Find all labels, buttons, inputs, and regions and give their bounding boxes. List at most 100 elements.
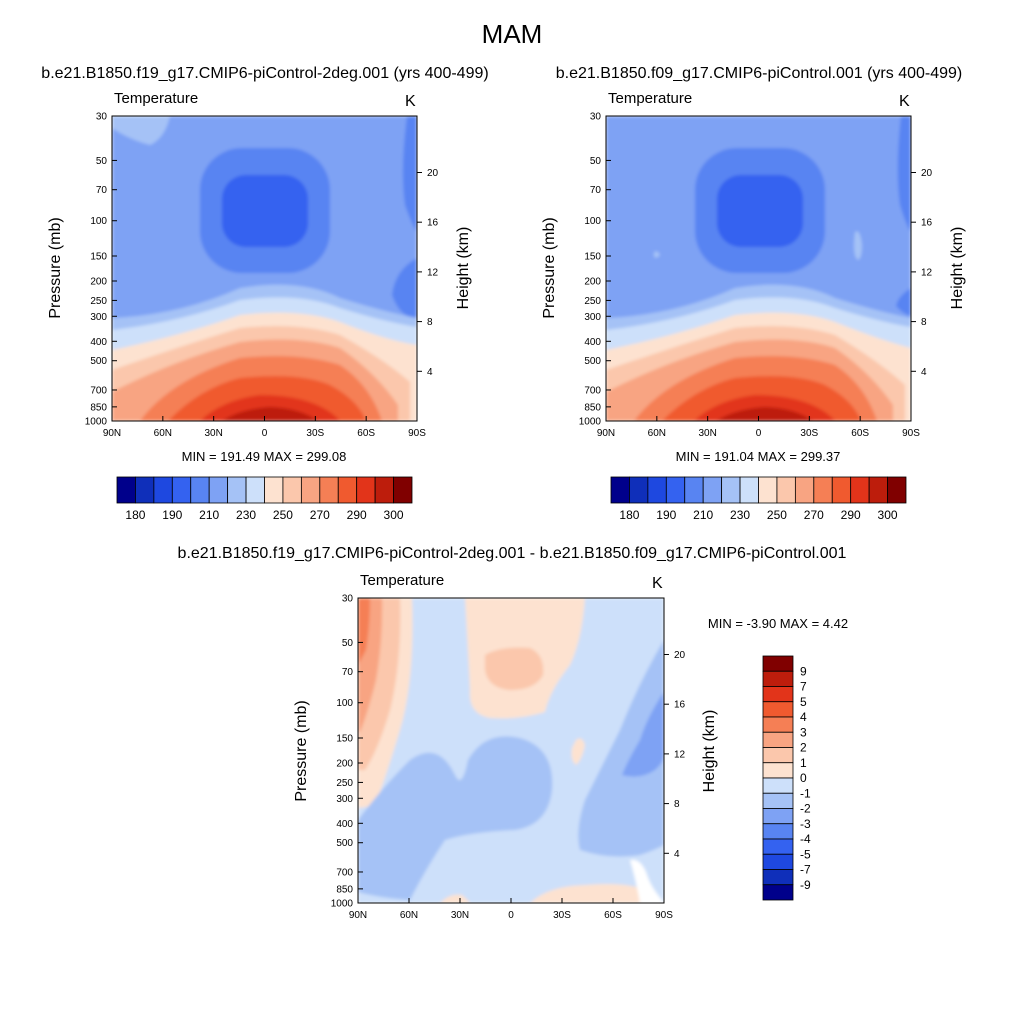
panel-b-colorbar-box <box>813 476 833 504</box>
panel-b-xtick-label: 60S <box>851 428 869 439</box>
panel-c-ytick-label: 250 <box>336 778 353 789</box>
panel-a-variable: Temperature <box>114 90 198 107</box>
panel-b-variable: Temperature <box>608 90 692 107</box>
panel-b-colorbar-box <box>665 476 686 504</box>
panel-a-colorbar-label: 230 <box>236 508 256 522</box>
panel-a-colorbar-label: 250 <box>273 508 293 522</box>
panel-a-ytick-label: 200 <box>90 277 107 288</box>
panel-b-colorbar-box <box>831 476 852 504</box>
panel-a-ytick-label: 400 <box>90 337 107 348</box>
panel-a-ytick-label: 500 <box>90 356 107 367</box>
panel-c-y2label: Height (km) <box>701 710 718 793</box>
panel-b-title: b.e21.B1850.f09_g17.CMIP6-piControl.001 … <box>556 65 962 82</box>
panel-c-y2tick-label: 12 <box>674 749 686 760</box>
panel-b-colorbar-box <box>794 476 815 504</box>
panel-b: b.e21.B1850.f09_g17.CMIP6-piControl.001 … <box>541 65 966 522</box>
panel-b-xtick-label: 60N <box>648 428 666 439</box>
panel-c-ytick-label: 400 <box>336 819 353 830</box>
panel-a-colorbar-box <box>208 476 229 504</box>
panel-b-colorbar-box <box>684 476 704 504</box>
panel-c-colorbar-label: -5 <box>800 847 811 861</box>
panel-c-ytick-label: 200 <box>336 759 353 770</box>
panel-c-colorbar-box <box>762 655 794 672</box>
panel-c-colorbar-box <box>762 670 794 687</box>
panel-a-ytick-label: 300 <box>90 312 107 323</box>
panel-c-y2tick-label: 4 <box>674 849 680 860</box>
panel-c-colorbar-label: 1 <box>800 756 807 770</box>
panel-a-ytick-label: 100 <box>90 216 107 227</box>
panel-b-colorbar-box <box>776 476 796 504</box>
panel-c-colorbar-box <box>762 884 794 901</box>
panel-a-ytick-label: 30 <box>96 112 108 123</box>
panel-a-stats: MIN = 191.49 MAX = 299.08 <box>182 449 347 464</box>
panel-b-y2tick-label: 20 <box>921 168 933 179</box>
panel-a-contour-field <box>112 116 417 421</box>
panel-c-ytick-label: 850 <box>336 884 353 895</box>
panel-b-colorbar-label: 300 <box>878 508 898 522</box>
panel-a-colorbar-box <box>153 476 173 504</box>
panel-c-colorbar-label: -4 <box>800 832 811 846</box>
panel-c-colorbar-label: 2 <box>800 741 807 755</box>
panel-b-ylabel: Pressure (mb) <box>541 217 558 318</box>
panel-a-colorbar-label: 210 <box>199 508 219 522</box>
panel-b-contour-field <box>606 116 911 421</box>
panel-b-xtick-label: 90S <box>902 428 920 439</box>
panel-c-ylabel: Pressure (mb) <box>293 700 310 801</box>
panel-b-colorbar-box <box>758 476 778 504</box>
panel-c-ytick-label: 100 <box>336 698 353 709</box>
panel-c-xtick-label: 60S <box>604 910 622 921</box>
panel-c-colorbar-box <box>762 747 794 764</box>
panel-c-y2tick-label: 8 <box>674 799 680 810</box>
panel-c-colorbar-box <box>762 701 794 718</box>
panel-b-colorbar-box <box>739 476 759 504</box>
panel-b-colorbar-box <box>850 476 870 504</box>
panel-b-ytick-label: 30 <box>590 112 602 123</box>
panel-b-ytick-label: 70 <box>590 185 602 196</box>
panel-b-units: K <box>899 93 910 110</box>
panel-c-colorbar-box <box>762 869 794 886</box>
panel-c-xtick-label: 30N <box>451 910 469 921</box>
panel-b-colorbar-box <box>887 476 907 504</box>
panel-b-ytick-label: 400 <box>584 337 601 348</box>
panel-c-colorbar-label: -3 <box>800 817 811 831</box>
panel-a-xtick-label: 90S <box>408 428 426 439</box>
panel-b-colorbar-box <box>702 476 723 504</box>
panel-c-xtick-label: 0 <box>508 910 514 921</box>
panel-a-ytick-label: 150 <box>90 251 107 262</box>
panel-a-colorbar-label: 290 <box>347 508 367 522</box>
panel-a-y2tick-label: 4 <box>427 367 433 378</box>
panel-c-y2tick-label: 20 <box>674 650 686 661</box>
panel-a-colorbar-label: 180 <box>125 508 145 522</box>
panel-a-y2tick-label: 20 <box>427 168 439 179</box>
panel-b-ytick-label: 250 <box>584 296 601 307</box>
panel-b-y2tick-label: 4 <box>921 367 927 378</box>
panel-c-title: b.e21.B1850.f19_g17.CMIP6-piControl-2deg… <box>178 545 847 562</box>
panel-b-xtick-label: 0 <box>756 428 762 439</box>
panel-b-y2tick-label: 16 <box>921 218 933 229</box>
panel-b-colorbar-box <box>868 476 888 504</box>
panel-c-colorbar-label: 4 <box>800 710 807 724</box>
panel-b-colorbar-label: 250 <box>767 508 787 522</box>
panel-c-colorbar-box <box>762 838 794 855</box>
panel-c-units: K <box>652 575 663 592</box>
panel-c-colorbar-label: 9 <box>800 664 807 678</box>
panel-b-colorbar-box <box>647 476 667 504</box>
panel-b-xtick-label: 90N <box>597 428 615 439</box>
panel-b-colorbar-label: 230 <box>730 508 750 522</box>
panel-c-ytick-label: 1000 <box>331 899 354 910</box>
panel-c-colorbar-box <box>762 853 794 870</box>
panel-a-xtick-label: 0 <box>262 428 268 439</box>
panel-b-ytick-label: 300 <box>584 312 601 323</box>
panel-a-colorbar-label: 270 <box>310 508 330 522</box>
panel-a-ytick-label: 250 <box>90 296 107 307</box>
panel-b-y2tick-label: 8 <box>921 317 927 328</box>
panel-b-colorbar-box <box>610 476 630 504</box>
panel-a-units: K <box>405 93 416 110</box>
panel-b-colorbar-label: 180 <box>619 508 639 522</box>
panel-c-colorbar-box <box>762 808 794 825</box>
panel-b-xtick-label: 30N <box>698 428 716 439</box>
panel-a-ylabel: Pressure (mb) <box>47 217 64 318</box>
panel-b-ytick-label: 50 <box>590 156 602 167</box>
panel-a-colorbar-box <box>245 476 265 504</box>
